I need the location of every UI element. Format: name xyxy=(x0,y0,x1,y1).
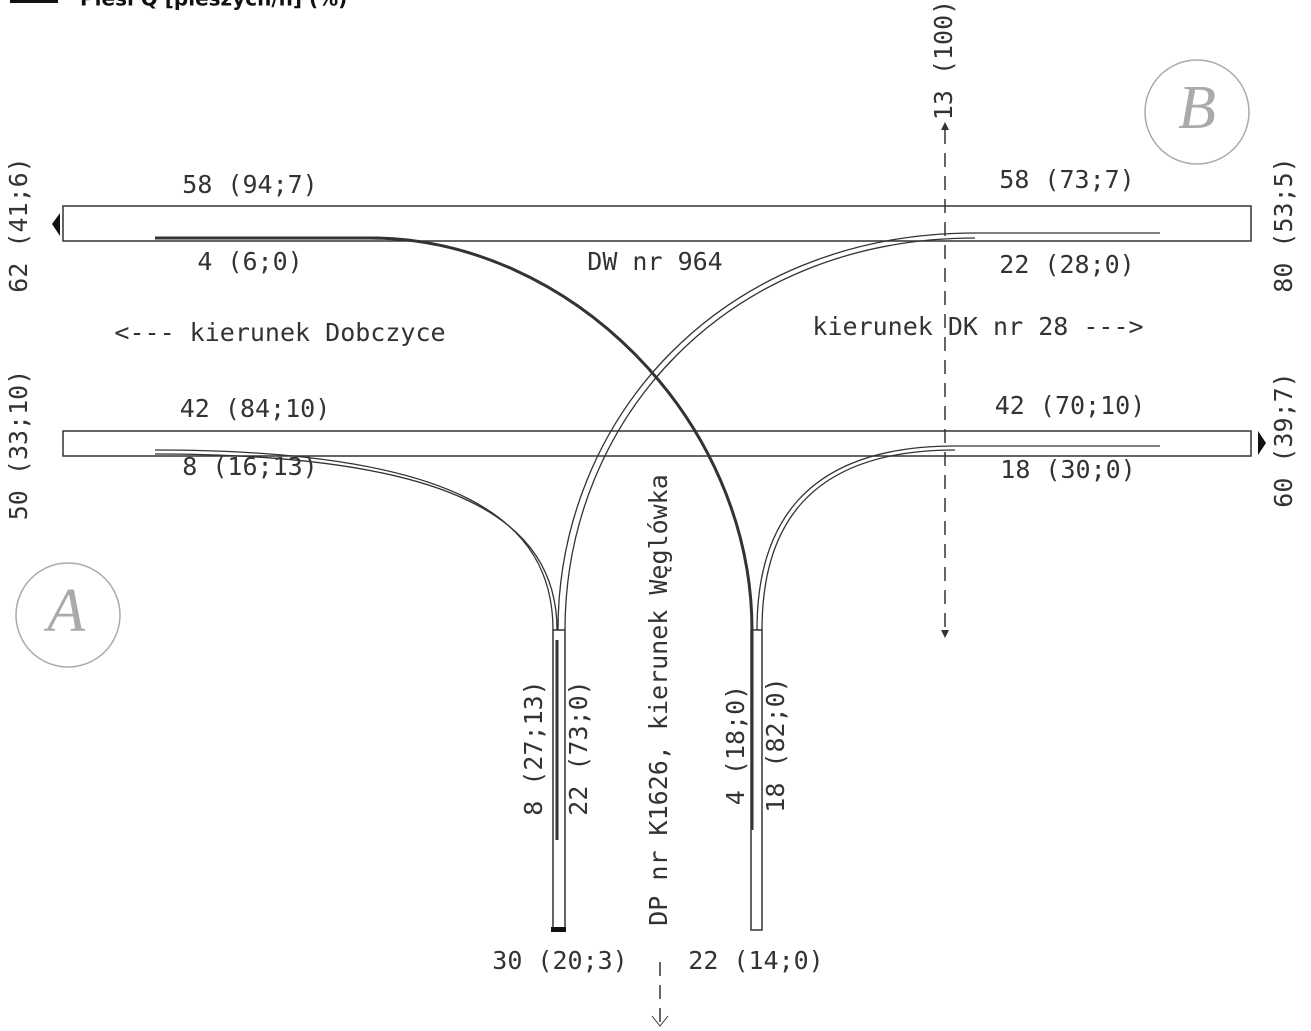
legend-title: Piesi Q [pieszych/h] (%) xyxy=(80,0,347,11)
flow-label: 4 (18;0) xyxy=(721,685,750,805)
flow-label: 58 (73;7) xyxy=(999,165,1134,194)
flow-label: 58 (94;7) xyxy=(182,170,317,199)
flow-label: 80 (53;5) xyxy=(1269,157,1298,292)
flow-label: 42 (70;10) xyxy=(995,391,1146,420)
road-lower xyxy=(62,430,1252,457)
node-circle xyxy=(15,562,121,668)
flow-label: 22 (14;0) xyxy=(688,946,823,975)
flow-label: 30 (20;3) xyxy=(492,946,627,975)
flow-label: 8 (27;13) xyxy=(519,680,548,815)
node-label: B xyxy=(1178,74,1216,142)
flow-label: 50 (33;10) xyxy=(4,370,33,521)
flow-label: 60 (39;7) xyxy=(1269,372,1298,507)
arrow-east xyxy=(1258,431,1266,455)
flow-label: 18 (82;0) xyxy=(761,677,790,812)
arrow-south xyxy=(551,927,566,932)
road-upper xyxy=(62,205,1252,242)
flow-label: 22 (28;0) xyxy=(999,250,1134,279)
direction-label: <--- kierunek Dobczyce xyxy=(114,318,445,347)
node-circle xyxy=(1144,59,1250,165)
road-name: DW nr 964 xyxy=(587,247,722,276)
flow-label: 22 (73;0) xyxy=(564,680,593,815)
direction-label: DP nr K1626, kierunek Węglówka xyxy=(644,474,673,926)
arrow xyxy=(941,630,949,638)
flow-label: 42 (84;10) xyxy=(180,394,331,423)
arrow xyxy=(941,122,949,130)
flow-label: 62 (41;6) xyxy=(4,157,33,292)
lanes xyxy=(154,232,1160,840)
node-label: A xyxy=(43,577,86,645)
arrow xyxy=(651,1015,669,1027)
flow-label: 4 (6;0) xyxy=(197,247,302,276)
arrow-west xyxy=(52,213,60,236)
direction-label: kierunek DK nr 28 ---> xyxy=(812,312,1143,341)
flow-label: 8 (16;13) xyxy=(182,452,317,481)
flow-label: 18 (30;0) xyxy=(1000,455,1135,484)
flow-label: 13 (100) xyxy=(929,0,958,120)
